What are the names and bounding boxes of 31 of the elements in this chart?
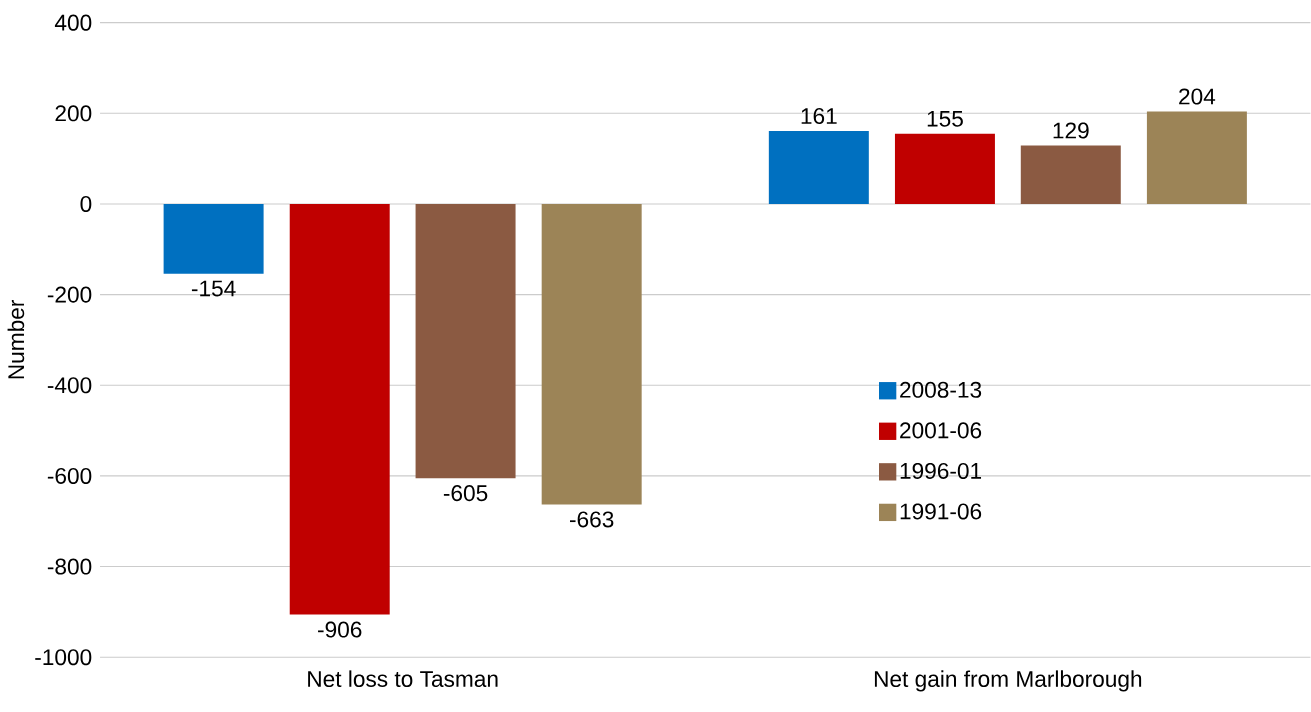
y-tick-label: -200 [47, 286, 92, 303]
legend-label: 1991-06 [900, 503, 982, 520]
data-label: 129 [1053, 122, 1089, 139]
y-axis-title: Number [7, 300, 25, 379]
y-tick-label: -400 [47, 377, 92, 394]
legend-label: 2008-13 [900, 381, 982, 398]
bar [768, 131, 869, 205]
y-tick-label: -1000 [35, 649, 92, 666]
y-tick-label: 400 [54, 14, 92, 31]
bar [894, 133, 995, 205]
y-tick-label: -600 [47, 467, 92, 484]
data-label: 155 [927, 111, 963, 127]
y-tick-label: 200 [55, 105, 92, 122]
legend-label: 2001-06 [900, 422, 982, 439]
data-label: -663 [570, 511, 614, 528]
bar [1020, 145, 1121, 205]
bar [1146, 111, 1247, 205]
bar [163, 204, 264, 274]
data-label: -605 [443, 485, 488, 502]
data-label: 161 [801, 108, 837, 125]
bar [415, 204, 516, 479]
y-tick-label: -800 [47, 558, 92, 575]
data-label: -906 [318, 621, 362, 638]
x-tick-label: Net gain from Marlborough [874, 670, 1142, 692]
legend-label: 1996-01 [900, 462, 982, 480]
data-label: -154 [191, 280, 236, 297]
x-tick-label: Net loss to Tasman [308, 670, 498, 688]
data-label: 204 [1179, 88, 1216, 105]
y-tick-label: 0 [80, 195, 92, 213]
bar [289, 204, 390, 615]
bar [541, 204, 642, 505]
